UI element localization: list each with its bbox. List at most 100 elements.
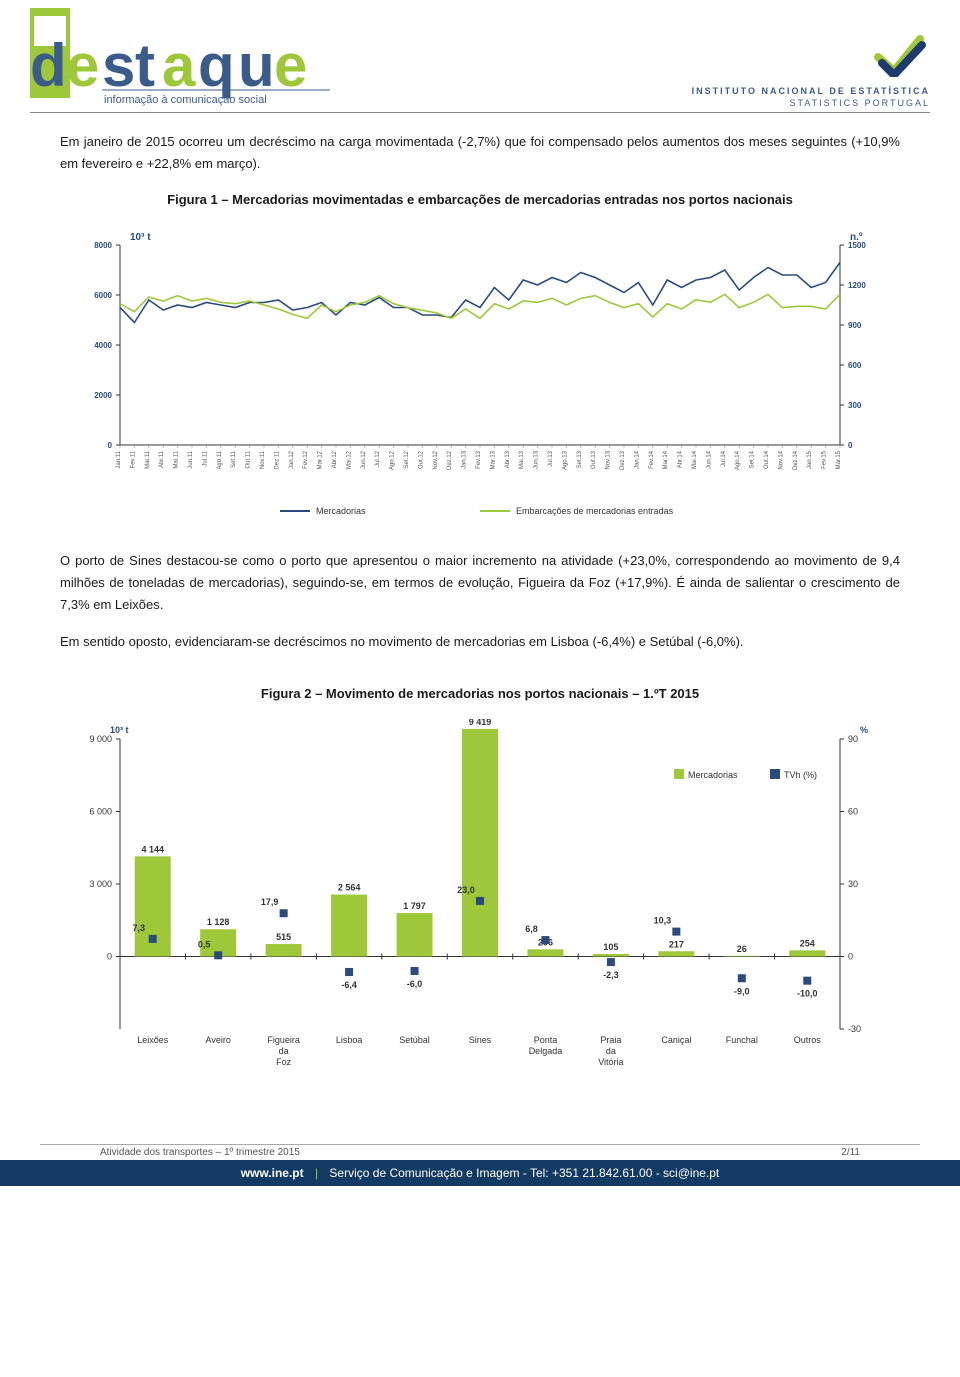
logo-tagline: informação à comunicação social [104, 94, 267, 106]
svg-text:9 419: 9 419 [469, 719, 492, 727]
svg-text:4000: 4000 [94, 341, 112, 350]
footer-contact-bar: www.ine.pt | Serviço de Comunicação e Im… [0, 1160, 960, 1186]
paragraph-3: Em sentido oposto, evidenciaram-se decré… [60, 631, 900, 653]
svg-text:Jul.14: Jul.14 [721, 451, 727, 468]
svg-text:Vitória: Vitória [598, 1057, 623, 1067]
svg-text:Jan.15: Jan.15 [807, 451, 813, 470]
svg-text:Dez.12: Dez.12 [447, 451, 453, 471]
svg-text:Caniçal: Caniçal [661, 1035, 691, 1045]
svg-text:Ponta: Ponta [534, 1035, 558, 1045]
svg-text:6,8: 6,8 [525, 924, 538, 934]
svg-text:Jan.14: Jan.14 [634, 451, 640, 470]
svg-text:Sines: Sines [469, 1035, 492, 1045]
footer-doc-title: Atividade dos transportes – 1º trimestre… [100, 1147, 300, 1158]
svg-text:Mai.13: Mai.13 [519, 451, 525, 470]
svg-text:-9,0: -9,0 [734, 986, 750, 996]
svg-text:2 564: 2 564 [338, 882, 361, 892]
svg-text:600: 600 [848, 361, 862, 370]
svg-text:Jun.12: Jun.12 [361, 451, 367, 470]
svg-text:Delgada: Delgada [529, 1046, 563, 1056]
svg-text:da: da [279, 1046, 289, 1056]
svg-text:Mar.14: Mar.14 [663, 451, 669, 470]
svg-text:Set.12: Set.12 [404, 451, 410, 469]
svg-text:-10,0: -10,0 [797, 988, 818, 998]
svg-text:1500: 1500 [848, 241, 866, 250]
svg-text:0: 0 [848, 951, 853, 961]
svg-text:Ago.11: Ago.11 [217, 451, 223, 470]
svg-text:Abr.14: Abr.14 [678, 451, 684, 469]
svg-text:23,0: 23,0 [457, 885, 475, 895]
svg-text:Jul.12: Jul.12 [375, 451, 381, 468]
svg-text:Fev.15: Fev.15 [822, 451, 828, 470]
svg-text:Figueira: Figueira [267, 1035, 300, 1045]
svg-text:105: 105 [603, 942, 618, 952]
svg-text:Embarcações de mercadorias ent: Embarcações de mercadorias entradas [516, 506, 674, 516]
svg-text:Set.11: Set.11 [231, 451, 237, 469]
svg-text:900: 900 [848, 321, 862, 330]
svg-text:6000: 6000 [94, 291, 112, 300]
svg-text:Ago.14: Ago.14 [735, 451, 741, 471]
svg-text:Praia: Praia [600, 1035, 621, 1045]
svg-text:217: 217 [669, 939, 684, 949]
svg-text:Lisboa: Lisboa [336, 1035, 363, 1045]
paragraph-1: Em janeiro de 2015 ocorreu um decréscimo… [60, 131, 900, 175]
svg-text:10³ t: 10³ t [110, 725, 129, 735]
svg-text:Jun.14: Jun.14 [706, 451, 712, 470]
svg-text:Dez.11: Dez.11 [274, 451, 280, 470]
svg-text:9 000: 9 000 [89, 734, 112, 744]
body-content-2: O porto de Sines destacou-se como o port… [0, 550, 960, 704]
svg-text:u: u [238, 32, 275, 99]
svg-text:Nov.11: Nov.11 [260, 451, 266, 470]
svg-text:Fev.12: Fev.12 [303, 451, 309, 470]
svg-text:a: a [162, 32, 196, 99]
svg-text:e: e [66, 32, 99, 99]
svg-text:1200: 1200 [848, 281, 866, 290]
svg-text:Out.13: Out.13 [591, 451, 597, 470]
svg-text:8000: 8000 [94, 241, 112, 250]
svg-text:Dez.14: Dez.14 [793, 451, 799, 471]
svg-text:30: 30 [848, 879, 858, 889]
svg-text:Set.14: Set.14 [750, 451, 756, 469]
svg-text:Abr.12: Abr.12 [332, 451, 338, 469]
svg-text:Jan.11: Jan.11 [116, 451, 122, 469]
svg-text:300: 300 [848, 401, 862, 410]
svg-text:Dez.13: Dez.13 [620, 451, 626, 471]
svg-text:Ago.13: Ago.13 [562, 451, 568, 471]
svg-text:%: % [860, 725, 868, 735]
svg-text:Funchal: Funchal [726, 1035, 758, 1045]
header-divider [30, 112, 930, 113]
svg-text:3 000: 3 000 [89, 879, 112, 889]
svg-text:515: 515 [276, 932, 291, 942]
svg-text:6 000: 6 000 [89, 806, 112, 816]
svg-text:7,3: 7,3 [132, 923, 145, 933]
svg-text:TVh (%): TVh (%) [784, 770, 817, 780]
svg-text:Mercadorias: Mercadorias [688, 770, 738, 780]
svg-text:60: 60 [848, 806, 858, 816]
svg-text:Jul.13: Jul.13 [548, 451, 554, 468]
svg-text:254: 254 [800, 938, 815, 948]
svg-text:Nov.13: Nov.13 [606, 451, 612, 470]
ine-name-line1: INSTITUTO NACIONAL DE ESTATÍSTICA [692, 86, 930, 96]
figure2-chart: 10³ t%03 0006 0009 000-3003060904 1447,3… [60, 719, 900, 1084]
svg-text:Fev.13: Fev.13 [476, 451, 482, 470]
svg-text:da: da [606, 1046, 616, 1056]
svg-text:Out.12: Out.12 [418, 451, 424, 470]
svg-text:Abr.13: Abr.13 [505, 451, 511, 469]
svg-text:Leixões: Leixões [137, 1035, 169, 1045]
page-footer: Atividade dos transportes – 1º trimestre… [0, 1144, 960, 1186]
svg-text:-30: -30 [848, 1024, 861, 1034]
svg-text:0: 0 [848, 441, 853, 450]
svg-text:Setúbal: Setúbal [399, 1035, 430, 1045]
page-header: d e s t a q u e informação à comunicação… [0, 0, 960, 108]
paragraph-2: O porto de Sines destacou-se como o port… [60, 550, 900, 616]
svg-text:Jan.13: Jan.13 [462, 451, 468, 470]
svg-text:Nov.12: Nov.12 [433, 451, 439, 470]
svg-text:Jul.11: Jul.11 [202, 451, 208, 467]
footer-page-num: 2/11 [841, 1147, 860, 1158]
svg-text:Mar.13: Mar.13 [490, 451, 496, 470]
svg-text:-6,4: -6,4 [341, 980, 357, 990]
svg-text:Mercadorias: Mercadorias [316, 506, 366, 516]
svg-text:0: 0 [107, 951, 112, 961]
svg-text:4 144: 4 144 [141, 844, 164, 854]
svg-text:Fev.14: Fev.14 [649, 451, 655, 470]
